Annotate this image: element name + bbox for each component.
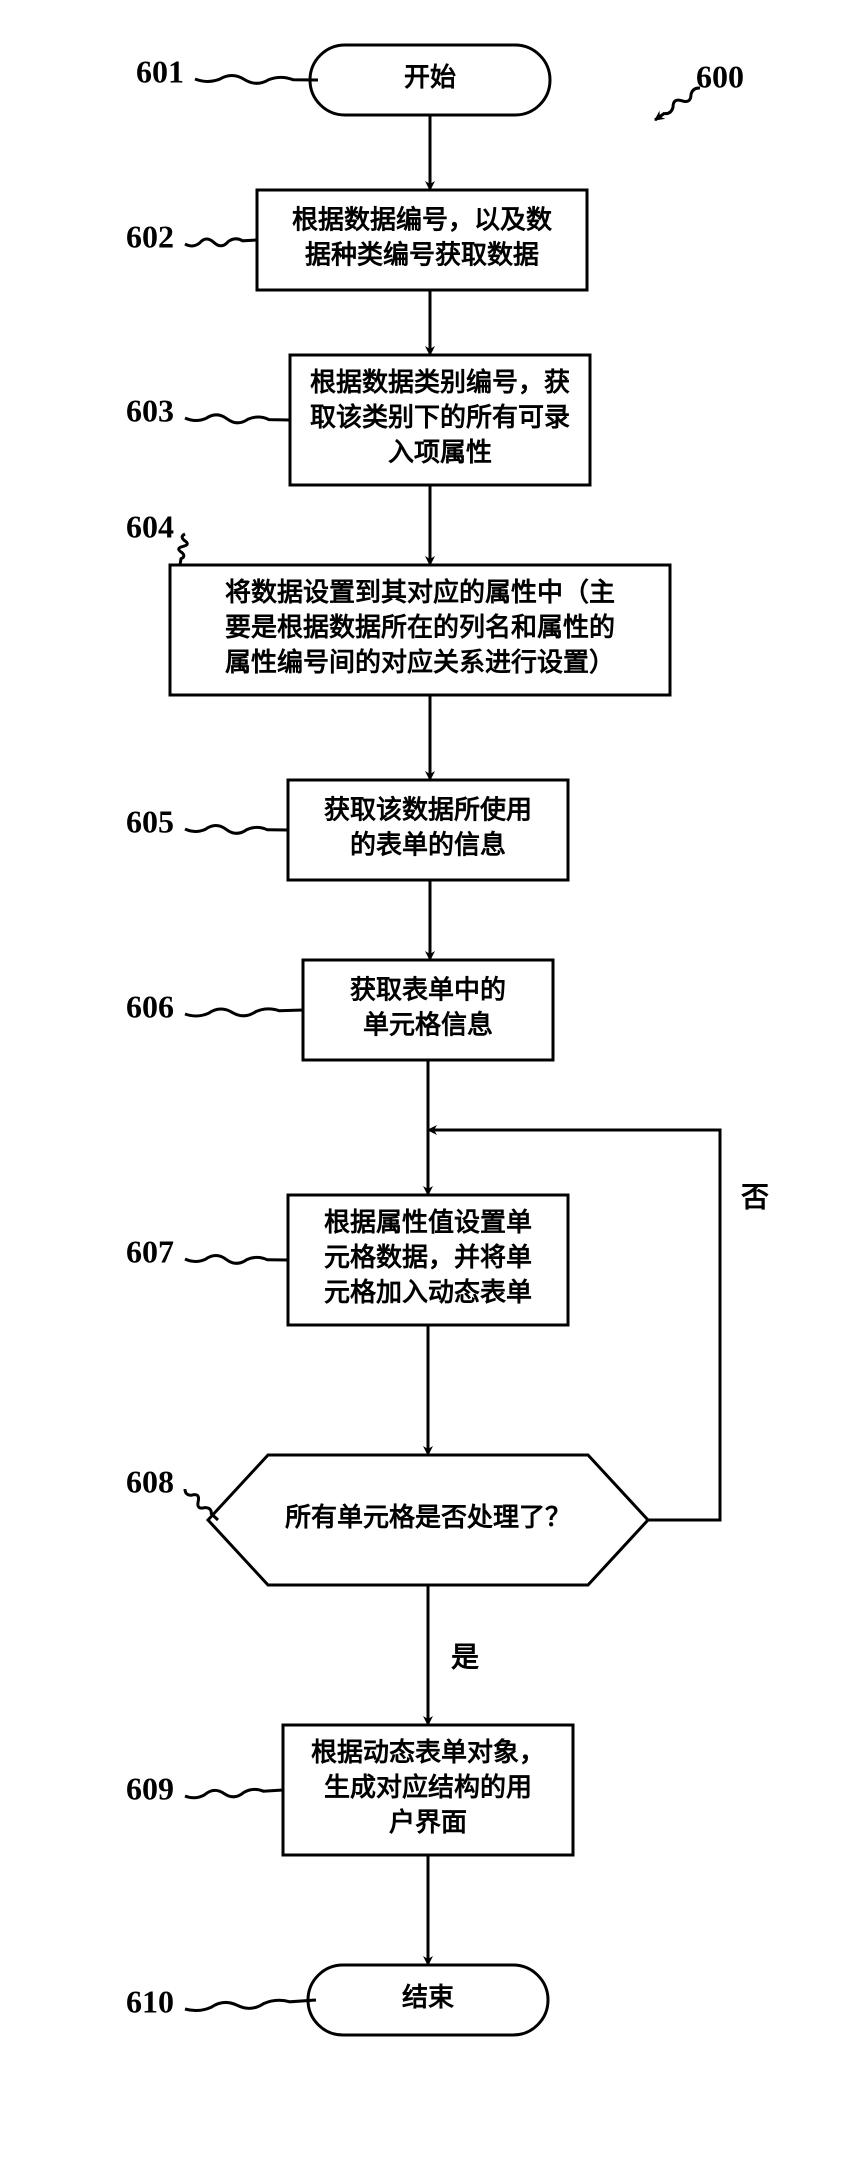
node-n603: 根据数据类别编号，获取该类别下的所有可录入项属性 <box>290 355 590 485</box>
node-n606: 获取表单中的单元格信息 <box>303 960 553 1060</box>
step-label: 602 <box>126 218 174 254</box>
nodes-layer: 开始根据数据编号，以及数据种类编号获取数据根据数据类别编号，获取该类别下的所有可… <box>170 45 670 2035</box>
edge-label: 是 <box>451 1642 479 1673</box>
node-text: 元格加入动态表单 <box>324 1277 532 1307</box>
step-label: 604 <box>126 508 174 544</box>
label-leader <box>185 239 257 246</box>
node-text: 将数据设置到其对应的属性中（主 <box>225 577 615 607</box>
label-leader <box>185 1009 303 1016</box>
node-text: 获取该数据所使用 <box>324 794 532 824</box>
figure-label: 600 <box>696 58 744 94</box>
step-label: 610 <box>126 1983 174 2019</box>
node-text: 根据数据编号，以及数 <box>292 204 553 234</box>
node-text: 的表单的信息 <box>350 830 506 860</box>
step-label: 603 <box>126 392 174 428</box>
node-n607: 根据属性值设置单元格数据，并将单元格加入动态表单 <box>288 1195 568 1325</box>
step-label: 607 <box>126 1233 174 1269</box>
label-leader <box>195 75 318 83</box>
node-text: 根据属性值设置单 <box>324 1208 532 1237</box>
step-label: 605 <box>126 803 174 839</box>
node-text: 取该类别下的所有可录 <box>310 402 570 432</box>
node-text: 生成对应结构的用 <box>324 1772 532 1802</box>
step-label: 601 <box>136 53 184 89</box>
step-label: 608 <box>126 1463 174 1499</box>
node-text: 入项属性 <box>388 438 492 467</box>
node-text: 开始 <box>404 63 456 92</box>
node-text: 据种类编号获取数据 <box>305 240 539 270</box>
label-leader <box>185 1489 218 1520</box>
node-text: 根据数据类别编号，获 <box>310 367 570 397</box>
node-n605: 获取该数据所使用的表单的信息 <box>288 780 568 880</box>
node-n601: 开始 <box>310 45 550 115</box>
step-label: 606 <box>126 988 174 1024</box>
edge-label: 否 <box>741 1182 769 1213</box>
label-leader <box>185 1789 283 1797</box>
node-text: 元格数据，并将单 <box>324 1242 532 1272</box>
label-leader <box>185 415 290 423</box>
node-n608: 所有单元格是否处理了？ <box>208 1455 648 1585</box>
node-text: 户界面 <box>389 1807 467 1837</box>
node-n602: 根据数据编号，以及数据种类编号获取数据 <box>257 190 587 290</box>
label-leader <box>185 2000 316 2011</box>
label-leader <box>179 534 188 565</box>
node-text: 单元格信息 <box>363 1010 493 1040</box>
node-text: 要是根据数据所在的列名和属性的 <box>225 612 615 642</box>
flowchart-canvas: 开始根据数据编号，以及数据种类编号获取数据根据数据类别编号，获取该类别下的所有可… <box>0 0 848 2182</box>
node-text: 所有单元格是否处理了？ <box>285 1502 571 1532</box>
node-n609: 根据动态表单对象， 生成对应结构的用户界面 <box>283 1725 573 1855</box>
node-text: 获取表单中的 <box>350 974 506 1004</box>
step-label: 609 <box>126 1770 174 1806</box>
label-leader <box>185 1255 288 1263</box>
node-n604: 将数据设置到其对应的属性中（主要是根据数据所在的列名和属性的属性编号间的对应关系… <box>170 565 670 695</box>
node-text: 结束 <box>402 1982 455 2012</box>
figure-label-arrow <box>655 88 700 120</box>
node-n610: 结束 <box>308 1965 548 2035</box>
node-text: 属性编号间的对应关系进行设置） <box>225 647 615 677</box>
node-text: 根据动态表单对象， <box>311 1737 545 1767</box>
label-leader <box>185 825 288 833</box>
